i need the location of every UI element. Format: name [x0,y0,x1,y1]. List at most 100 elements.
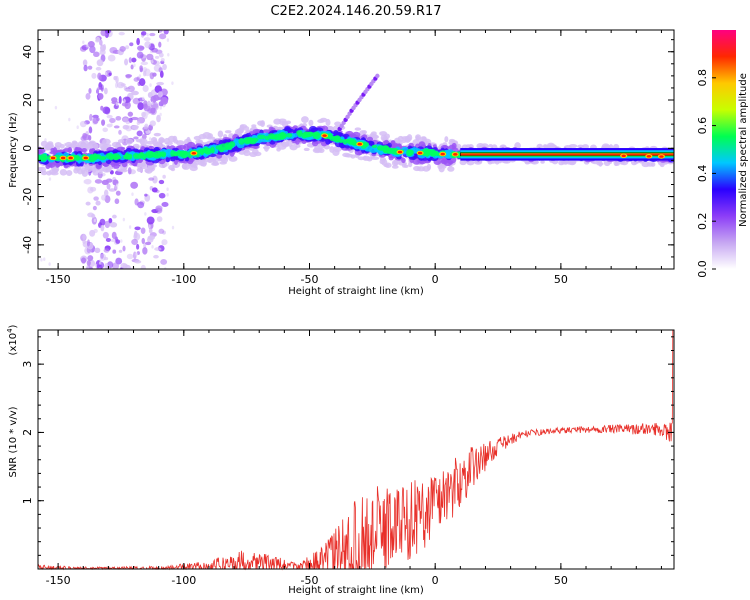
noise-blob [102,43,107,51]
spectral-blob [370,156,380,161]
noise-blob [157,91,163,98]
noise-blob [158,52,164,58]
spectral-blob [91,166,97,174]
noise-blob [137,102,144,111]
noise-blob [86,259,91,267]
colorbar-label: Normalized spectral amplitude [738,73,749,227]
noise-blob [124,88,132,92]
noise-blob [144,193,148,197]
noise-blob [149,32,156,37]
spectral-blob [90,142,99,150]
spectral-blob [262,129,271,134]
noise-blob [166,187,169,192]
spectral-blob [448,144,456,150]
noise-blob [112,249,117,254]
noise-blob [154,55,160,59]
noise-blob [118,96,122,104]
spectral-blob [334,121,342,126]
spectral-blob [228,155,238,162]
hotspot [440,152,445,156]
noise-blob [145,241,152,246]
spectral-blob [98,170,103,175]
noise-blob [163,30,169,35]
noise-blob [166,38,170,42]
noise-blob [160,258,168,265]
noise-blob [151,60,154,64]
noise-blob [112,262,120,269]
branch-dot [375,73,380,79]
noise-blob [156,81,165,86]
noise-blob [122,124,130,130]
spectral-blob [116,155,122,160]
spectral-blob [239,126,245,133]
noise-blob [124,58,129,66]
noise-blob [125,74,132,79]
noise-blob [143,124,149,130]
y-tick-label: -20 [21,188,34,206]
noise-blob [87,212,95,218]
x-tick-label: 50 [554,273,568,286]
spectral-blob [384,133,390,139]
x-tick-label: -50 [301,574,319,587]
noise-blob [148,224,151,229]
spectral-blob [641,161,650,168]
noise-blob [48,262,51,266]
noise-blob [151,245,154,249]
y-tick-label: 3 [21,361,34,368]
spectral-blob [391,159,399,167]
noise-blob [115,239,121,244]
spectral-blob [152,152,157,158]
spectral-blob [98,142,108,150]
spectral-blob [111,141,121,148]
noise-blob [141,133,147,140]
spectral-blob [38,149,42,154]
spectral-blob [217,130,224,138]
noise-blob [108,72,112,76]
noise-blob [76,125,79,130]
noise-blob [162,174,166,179]
spectral-blob [268,134,277,140]
noise-blob [112,214,117,219]
noise-blob [138,78,146,87]
spectral-band [460,153,674,156]
noise-blob [158,33,167,40]
colorbar-tick-label: 0.8 [696,69,709,87]
noise-blob [109,46,118,54]
spectral-blob [424,148,432,156]
noise-blob [100,224,105,232]
hotspot [60,156,66,160]
colorbar-tick-label: 0.4 [696,165,709,183]
spectral-blob [52,166,60,173]
noise-blob [40,258,43,262]
x-tick-label: -150 [46,273,71,286]
spectral-blob [384,162,392,168]
spectral-blob [325,118,331,126]
colorbar-tick-label: 0.6 [696,117,709,135]
noise-blob [122,217,126,222]
spectral-blob [260,120,266,127]
spectral-blob [277,144,287,150]
x-tick-label: 0 [432,273,439,286]
noise-blob [153,254,159,259]
spectral-blob [314,144,320,152]
noise-blob [147,235,155,240]
spectral-blob [540,160,545,164]
noise-blob [151,101,154,106]
noise-blob [128,57,132,64]
noise-blob [79,120,87,128]
noise-blob [133,77,140,82]
noise-blob [131,57,137,63]
spectral-blob [308,125,318,133]
spectral-blob [65,170,73,177]
noise-blob [154,85,162,94]
noise-blob [89,113,93,122]
noise-blob [136,37,140,46]
spectral-blob [72,154,80,161]
spectral-blob [139,138,148,146]
noise-blob [146,216,155,225]
noise-blob [68,117,71,122]
spectral-blob [175,140,185,146]
noise-blob [93,51,100,58]
spectral-blob [132,152,139,160]
noise-blob [95,66,102,71]
